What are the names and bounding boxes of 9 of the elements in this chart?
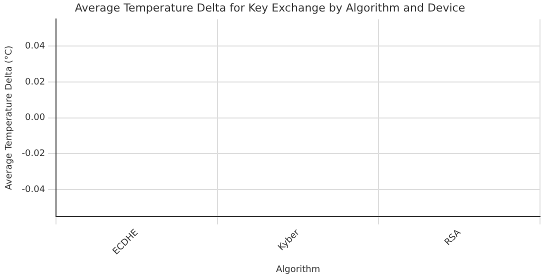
y-tick-label: -0.04 — [22, 184, 46, 195]
chart-title: Average Temperature Delta for Key Exchange by Algorithm and Device — [74, 1, 466, 14]
x-tick-label: RSA — [443, 227, 464, 248]
y-axis-title: Average Temperature Delta (°C) — [4, 46, 15, 190]
x-axis-title: Algorithm — [276, 264, 320, 275]
y-tick-label: 0.04 — [25, 41, 46, 52]
y-tick-label: -0.02 — [22, 148, 46, 159]
y-tick-label: 0.00 — [25, 113, 46, 124]
y-tick-label: 0.02 — [25, 77, 46, 88]
